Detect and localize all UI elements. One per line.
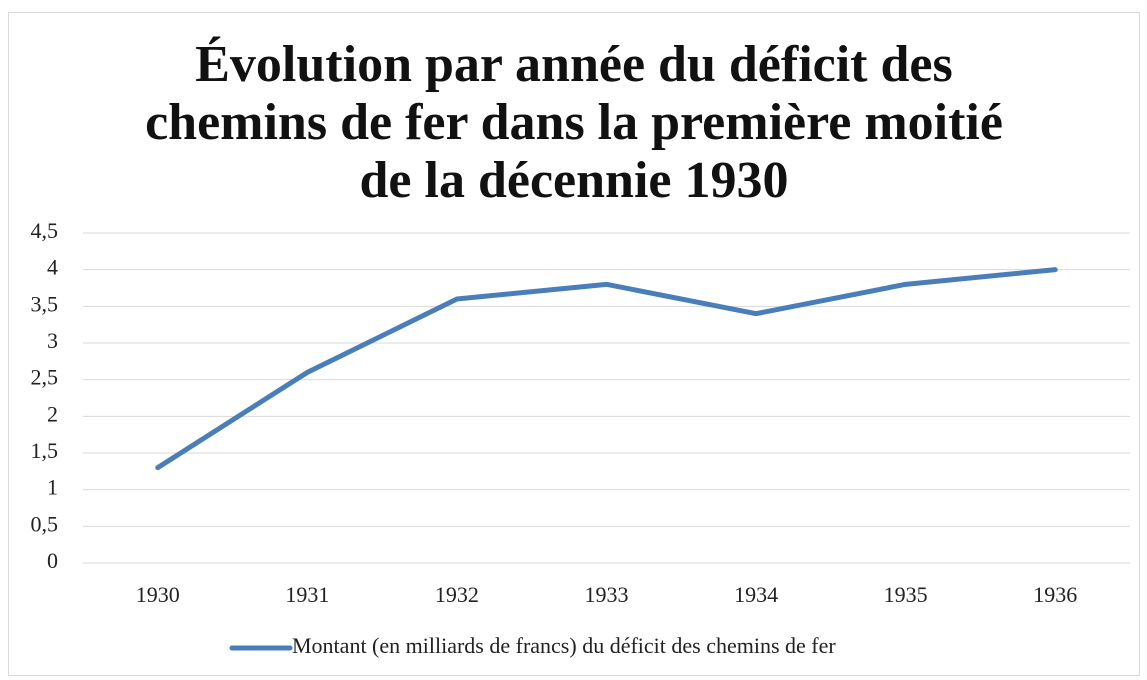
y-tick-label: 2,5 <box>31 365 59 390</box>
x-tick-label: 1935 <box>884 582 928 607</box>
chart-title: Évolution par année du déficit des chemi… <box>145 36 1003 209</box>
x-tick-label: 1932 <box>435 582 479 607</box>
chart-border <box>8 12 1140 676</box>
y-tick-label: 0 <box>47 548 58 573</box>
y-tick-label: 0,5 <box>31 511 59 536</box>
x-tick-label: 1931 <box>285 582 329 607</box>
x-tick-label: 1934 <box>734 582 778 607</box>
line <box>155 267 1058 471</box>
legend-label: Montant (en milliards de francs) du défi… <box>292 633 836 658</box>
y-tick-label: 2 <box>47 401 58 426</box>
y-tick-label: 1,5 <box>31 438 59 463</box>
x-tick-label: 1936 <box>1033 582 1077 607</box>
y-tick-label: 1 <box>47 475 58 500</box>
y-tick-label: 4,5 <box>31 218 59 243</box>
y-tick-label: 3 <box>47 328 58 353</box>
x-tick-label: 1930 <box>136 582 180 607</box>
y-tick-label: 4 <box>47 255 58 280</box>
x-tick-label: 1933 <box>585 582 629 607</box>
y-tick-label: 3,5 <box>31 291 59 316</box>
